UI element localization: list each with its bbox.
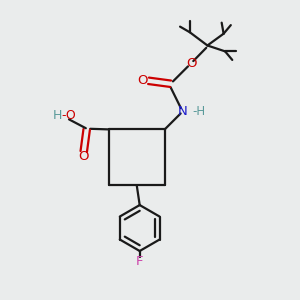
Text: -O: -O <box>61 109 76 122</box>
Text: -H: -H <box>192 105 205 118</box>
Text: O: O <box>137 74 147 87</box>
Text: O: O <box>186 57 196 70</box>
Text: O: O <box>78 150 88 163</box>
Text: H: H <box>52 109 62 122</box>
Text: N: N <box>178 105 187 118</box>
Text: F: F <box>136 255 143 268</box>
